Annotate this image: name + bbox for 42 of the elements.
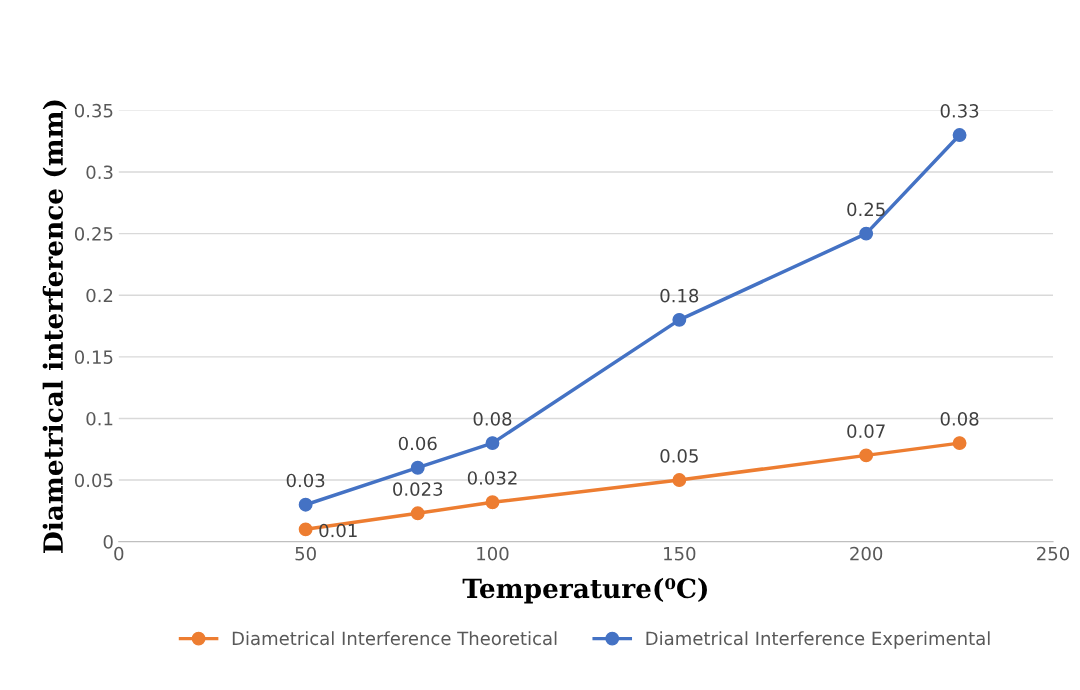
point <box>410 506 425 521</box>
data-label: 0.03 <box>286 473 325 488</box>
y-tick-label: 0.1 <box>86 411 113 426</box>
point <box>410 460 425 475</box>
x-axis-title: Temperature(⁰C) <box>462 577 707 604</box>
point <box>859 226 874 241</box>
data-label: 0.032 <box>467 471 517 485</box>
legend-label: Diametrical Interference Theoretical <box>232 631 557 646</box>
point <box>298 522 313 537</box>
data-label: 0.25 <box>847 202 885 217</box>
point <box>485 495 500 510</box>
data-label: 0.01 <box>319 523 357 538</box>
data-label: 0.33 <box>940 104 979 118</box>
data-label: 0.08 <box>940 412 979 426</box>
data-label: 0.05 <box>660 449 698 463</box>
x-tick-label: 50 <box>295 546 316 561</box>
point <box>672 473 687 487</box>
x-tick-label: 100 <box>477 546 509 561</box>
y-axis-title: Diametrical interference (mm) <box>42 100 67 553</box>
data-label: 0.08 <box>473 412 512 426</box>
y-tick-label: 0.25 <box>74 227 113 241</box>
x-tick-label: 200 <box>850 546 883 561</box>
point <box>485 436 500 451</box>
legend-label: Diametrical Interference Experimental <box>646 631 990 649</box>
data-label: 0.18 <box>660 288 699 303</box>
point <box>298 497 313 512</box>
y-tick-label: 0.15 <box>74 350 113 364</box>
point <box>859 448 874 463</box>
data-label: 0.06 <box>398 436 437 451</box>
point <box>672 312 687 327</box>
y-tick-label: 0.05 <box>74 473 113 488</box>
x-tick-label: 0 <box>114 546 124 561</box>
data-label: 0.07 <box>847 424 885 439</box>
data-label: 0.023 <box>393 482 443 496</box>
y-tick-label: 0 <box>103 535 113 549</box>
point <box>952 128 967 142</box>
x-tick-label: 150 <box>664 546 696 561</box>
y-tick-label: 0.2 <box>86 288 113 303</box>
x-tick-label: 250 <box>1037 546 1070 561</box>
y-tick-label: 0.35 <box>74 103 113 118</box>
point <box>952 436 967 451</box>
y-tick-label: 0.3 <box>86 165 113 180</box>
